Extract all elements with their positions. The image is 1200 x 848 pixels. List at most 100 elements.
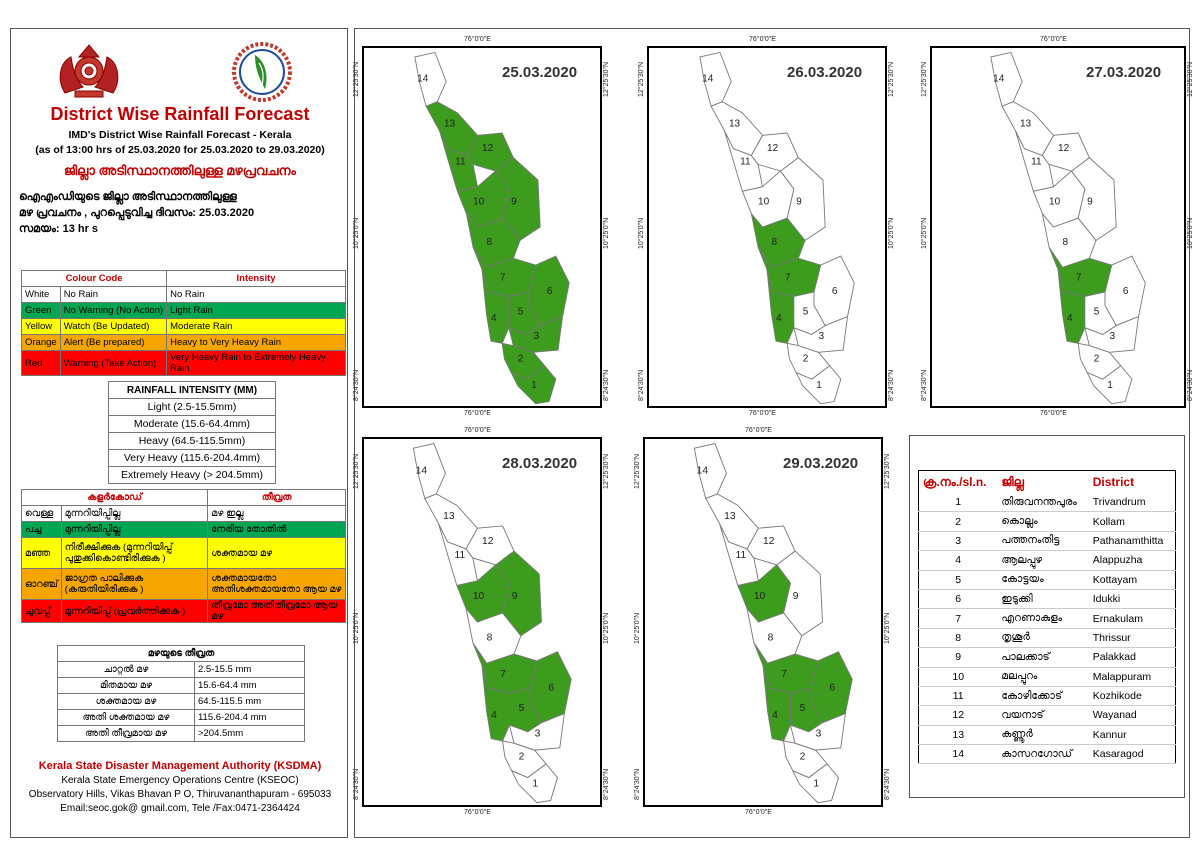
- subtitle: IMD's District Wise Rainfall Forecast - …: [11, 129, 349, 141]
- lon-label-bottom: 76°0'0"E: [464, 809, 491, 816]
- district-name-en: Alappuzha: [1089, 551, 1176, 570]
- footer-line-1: Kerala State Emergency Operations Centre…: [11, 775, 349, 786]
- intensity-row: Heavy (64.5-115.5mm): [109, 433, 276, 450]
- district-name-ml: തൃശൂർ: [997, 628, 1088, 647]
- legend-cell-action: Alert (Be prepared): [60, 335, 166, 351]
- legend-cell-action: No Rain: [60, 287, 166, 303]
- ml-legend-row: ഓറഞ്ച് ജാഗ്രത പാലിക്കുക (കരുതിയിരിക്കുക )…: [22, 569, 346, 600]
- legend-cell-intensity: No Rain: [167, 287, 346, 303]
- ml-intensity-value: 64.5-115.5 mm: [194, 694, 304, 710]
- district-name-en: Kottayam: [1089, 570, 1176, 589]
- intensity-value: Extremely Heavy (> 204.5mm): [109, 467, 276, 484]
- lon-label-top: 76°0'0"E: [1040, 36, 1067, 43]
- district-label-5: 5: [800, 703, 806, 714]
- district-name-en: Kannur: [1089, 725, 1176, 744]
- district-name-ml: പാലക്കാട്: [997, 648, 1088, 667]
- district-label-8: 8: [768, 632, 774, 643]
- district-label-2: 2: [803, 353, 809, 364]
- ml-legend-row: വെള്ള മുന്നറിയിപ്പില്ല മഴ ഇല്ല: [22, 506, 346, 522]
- district-label-10: 10: [1049, 197, 1061, 208]
- intensity-row: Moderate (15.6-64.4mm): [109, 416, 276, 433]
- lon-label-top: 76°0'0"E: [745, 427, 772, 434]
- district-label-3: 3: [816, 728, 822, 739]
- legend-cell-colour: Red: [22, 351, 61, 376]
- lon-label-bottom: 76°0'0"E: [1040, 410, 1067, 417]
- lat-label-right: 8°24'30"N: [1187, 370, 1194, 401]
- col-header-ml: ജില്ല: [997, 471, 1088, 494]
- district-label-11: 11: [736, 550, 747, 561]
- district-label-1: 1: [816, 380, 822, 391]
- ml-intensity-value: 15.6-64.4 mm: [194, 678, 304, 694]
- district-name-en: Palakkad: [1089, 648, 1176, 667]
- lat-label-right: 8°24'30"N: [888, 370, 895, 401]
- colour-code-legend: Colour Code Intensity White No Rain No Rai…: [21, 270, 346, 376]
- ml-intensity-value: >204.5mm: [194, 726, 304, 742]
- district-row: 11 കോഴിക്കോട് Kozhikode: [919, 686, 1176, 705]
- district-name-ml: കണ്ണൂർ: [997, 725, 1088, 744]
- district-label-9: 9: [512, 591, 518, 602]
- lat-label-right: 10°25'0"N: [888, 218, 895, 249]
- district-row: 6 ഇടുക്കി Idukki: [919, 589, 1176, 608]
- legend-cell-colour: Green: [22, 303, 61, 319]
- ml-legend-cell-intensity: നേരിയ തോതിൽ: [208, 522, 346, 538]
- ml-intensity-value: 115.6-204.4 mm: [194, 710, 304, 726]
- page-title: District Wise Rainfall Forecast: [11, 104, 349, 125]
- lat-label-left: 8°24'30"N: [353, 370, 360, 401]
- left-info-panel: District Wise Rainfall Forecast IMD's Di…: [10, 28, 348, 838]
- ml-intensity-title: മഴയുടെ തീവ്രത: [58, 646, 305, 662]
- info-line-3: സമയം: 13 hr s: [19, 223, 344, 236]
- intensity-value: Very Heavy (115.6-204.4mm): [109, 450, 276, 467]
- district-number: 6: [919, 589, 998, 608]
- forecast-map-4: 28.03.2020 1 2 3 4 5 6 7 8 9 10 11 12 13 14: [362, 437, 602, 807]
- lat-label-right: 8°24'30"N: [884, 768, 891, 799]
- legend-cell-action: Warning (Take Action): [60, 351, 166, 376]
- district-label-1: 1: [813, 779, 819, 790]
- ml-legend-cell-intensity: ശക്തമായതോ അതിശക്തമായതോ ആയ മഴ: [208, 569, 346, 600]
- district-label-1: 1: [532, 779, 538, 790]
- district-label-13: 13: [1020, 118, 1032, 129]
- district-label-7: 7: [785, 273, 791, 284]
- district-label-5: 5: [1094, 306, 1100, 317]
- district-label-3: 3: [1109, 331, 1115, 342]
- district-number: 8: [919, 628, 998, 647]
- district-label-6: 6: [548, 683, 554, 694]
- district-label-13: 13: [444, 118, 456, 129]
- district-row: 12 വയനാട് Wayanad: [919, 706, 1176, 725]
- district-row: 14 കാസറഗോഡ് Kasaragod: [919, 745, 1176, 764]
- district-number: 13: [919, 725, 998, 744]
- footer-org: Kerala State Disaster Management Authori…: [11, 760, 349, 772]
- kerala-emblem-logo: [53, 41, 125, 103]
- district-row: 7 എറണാകുളം Ernakulam: [919, 609, 1176, 628]
- ml-legend-cell-intensity: ശക്തമായ മഴ: [208, 538, 346, 569]
- lat-label-left: 12°25'30"N: [921, 62, 928, 97]
- legend-cell-colour: White: [22, 287, 61, 303]
- district-label-3: 3: [533, 331, 539, 342]
- district-number: 10: [919, 667, 998, 686]
- district-label-9: 9: [796, 197, 802, 208]
- ml-intensity-value: 2.5-15.5 mm: [194, 662, 304, 678]
- ml-legend-header-intensity: തീവ്രത: [208, 490, 346, 506]
- district-number: 2: [919, 512, 998, 531]
- district-label-5: 5: [803, 306, 809, 317]
- legend-row: Green No Warning (No Action) Light Rain: [22, 303, 346, 319]
- district-name-ml: ഇടുക്കി: [997, 589, 1088, 608]
- district-number: 14: [919, 745, 998, 764]
- district-table: ക്ര.നം./sl.n. ജില്ല District 1 തിരുവനന്തപ…: [918, 470, 1176, 764]
- district-row: 2 കൊല്ലം Kollam: [919, 512, 1176, 531]
- district-row: 4 ആലപ്പുഴ Alappuzha: [919, 551, 1176, 570]
- district-table-frame: ക്ര.നം./sl.n. ജില്ല District 1 തിരുവനന്തപ…: [909, 435, 1185, 798]
- legend-cell-action: No Warning (No Action): [60, 303, 166, 319]
- district-label-13: 13: [443, 511, 455, 522]
- district-label-1: 1: [1107, 380, 1113, 391]
- legend-cell-intensity: Moderate Rain: [167, 319, 346, 335]
- forecast-map-1: 25.03.2020 1 2 3 4 5 6 7 8 9 10 11 12 13 14: [362, 46, 602, 408]
- district-label-12: 12: [1058, 143, 1070, 154]
- district-name-en: Malappuram: [1089, 667, 1176, 686]
- district-label-13: 13: [724, 511, 736, 522]
- intensity-row: Extremely Heavy (> 204.5mm): [109, 467, 276, 484]
- lat-label-left: 12°25'30"N: [353, 454, 360, 489]
- district-name-ml: കോഴിക്കോട്: [997, 686, 1088, 705]
